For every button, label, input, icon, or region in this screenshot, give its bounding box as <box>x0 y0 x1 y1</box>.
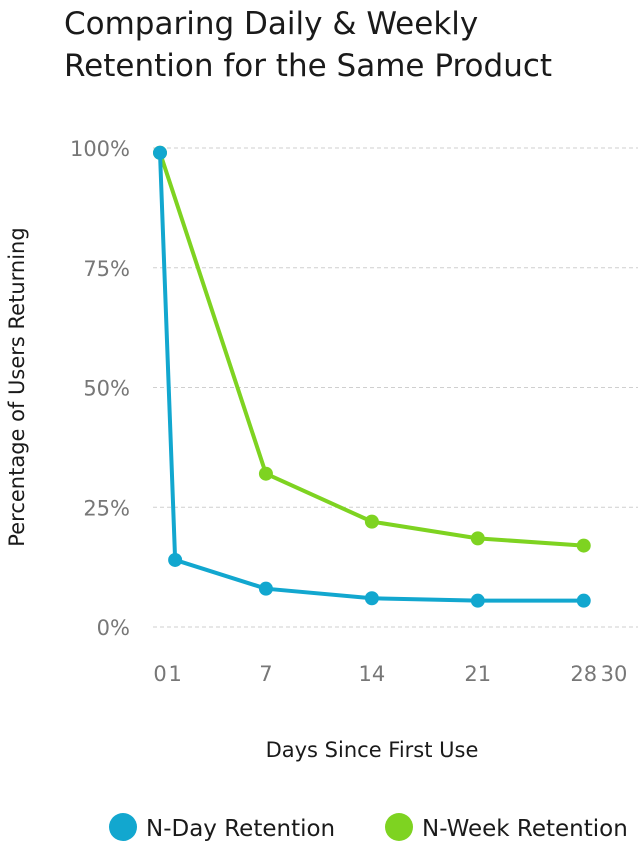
legend-marker-n-day <box>109 813 137 841</box>
x-tick-label-7: 7 <box>259 662 272 686</box>
series-0-point-2 <box>258 581 273 596</box>
series-0-point-3 <box>364 591 379 606</box>
x-tick-label-28: 28 <box>570 662 597 686</box>
gridlines <box>153 147 638 628</box>
series-1-point-4 <box>576 538 591 553</box>
series-0 <box>153 145 591 608</box>
series-0-point-1 <box>168 552 183 567</box>
chart-title-line-2: Retention for the Same Product <box>64 48 552 84</box>
x-tick-label-1: 1 <box>168 662 181 686</box>
y-tick-label-0: 0% <box>97 616 130 640</box>
series-1-point-2 <box>364 514 379 529</box>
y-axis-label: Percentage of Users Returning <box>5 227 29 546</box>
y-tick-label-50: 50% <box>83 377 130 401</box>
series-0-point-5 <box>576 593 591 608</box>
x-tick-label-30: 30 <box>601 662 628 686</box>
series-line-0 <box>158 150 586 603</box>
legend-marker-n-week <box>385 813 413 841</box>
y-tick-label-25: 25% <box>83 496 130 520</box>
series-line-1 <box>158 150 586 548</box>
y-tick-label-100: 100% <box>70 137 130 161</box>
x-tick-label-0: 0 <box>153 662 166 686</box>
y-tick-label-75: 75% <box>83 257 130 281</box>
series-1-point-3 <box>470 531 485 546</box>
y-axis-ticks: 0% 25% 50% 75% 100% <box>70 137 130 640</box>
series-0-point-0 <box>153 145 167 160</box>
x-tick-label-14: 14 <box>358 662 385 686</box>
chart-title-line-1: Comparing Daily & Weekly <box>64 6 478 42</box>
series-layer <box>153 145 591 608</box>
legend-label-n-week: N-Week Retention <box>422 816 628 842</box>
series-0-point-4 <box>470 593 485 608</box>
legend: N-Day Retention N-Week Retention <box>109 813 628 842</box>
legend-label-n-day: N-Day Retention <box>146 816 335 842</box>
x-tick-label-21: 21 <box>464 662 491 686</box>
series-1 <box>153 145 591 553</box>
x-axis-ticks: 0 1 7 14 21 28 30 <box>153 662 627 686</box>
x-axis-label: Days Since First Use <box>266 738 479 762</box>
series-1-point-1 <box>258 466 273 481</box>
